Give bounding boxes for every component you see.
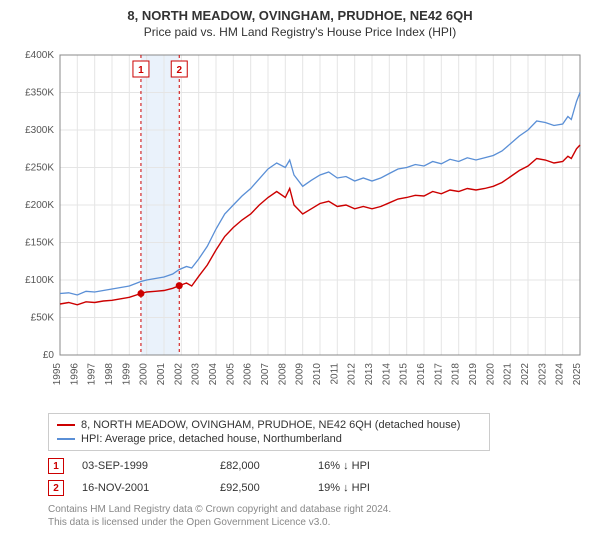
svg-text:2017: 2017 [433, 363, 444, 386]
legend: 8, NORTH MEADOW, OVINGHAM, PRUDHOE, NE42… [48, 413, 490, 451]
legend-item: HPI: Average price, detached house, Nort… [57, 432, 481, 446]
svg-text:2010: 2010 [312, 363, 323, 386]
sale-diff: 19% ↓ HPI [318, 482, 418, 494]
svg-text:2025: 2025 [572, 363, 583, 386]
chart-container: 8, NORTH MEADOW, OVINGHAM, PRUDHOE, NE42… [0, 0, 600, 535]
svg-text:2023: 2023 [537, 363, 548, 386]
svg-text:2019: 2019 [468, 363, 479, 386]
svg-text:£150K: £150K [25, 238, 54, 249]
svg-text:2002: 2002 [173, 363, 184, 386]
legend-swatch [57, 424, 75, 426]
svg-text:2022: 2022 [520, 363, 531, 386]
legend-swatch [57, 438, 75, 440]
sale-price: £92,500 [220, 482, 300, 494]
svg-text:2003: 2003 [191, 363, 202, 386]
svg-text:£300K: £300K [25, 125, 54, 136]
svg-text:2011: 2011 [329, 363, 340, 385]
svg-text:2001: 2001 [156, 363, 167, 386]
svg-text:2016: 2016 [416, 363, 427, 386]
svg-text:1996: 1996 [69, 363, 80, 386]
line-chart-svg: £0 £50K £100K £150K £200K £250K £300K £350K £400… [10, 45, 590, 405]
legend-label: HPI: Average price, detached house, Nort… [81, 433, 342, 445]
svg-text:1995: 1995 [52, 363, 63, 386]
chart-subtitle: Price paid vs. HM Land Registry's House … [10, 25, 590, 39]
sale-row: 2 16-NOV-2001 £92,500 19% ↓ HPI [48, 477, 590, 499]
svg-text:2007: 2007 [260, 363, 271, 386]
svg-text:2018: 2018 [451, 363, 462, 386]
svg-text:2024: 2024 [555, 363, 566, 386]
chart-area: £0 £50K £100K £150K £200K £250K £300K £350K £400… [10, 45, 590, 405]
svg-text:2020: 2020 [485, 363, 496, 386]
svg-text:1997: 1997 [87, 363, 98, 386]
footer: Contains HM Land Registry data © Crown c… [48, 503, 590, 529]
footer-line-2: This data is licensed under the Open Gov… [48, 516, 590, 529]
svg-text:£50K: £50K [31, 313, 55, 324]
svg-text:2015: 2015 [399, 363, 410, 386]
sale-marker: 2 [48, 480, 64, 496]
chart-title: 8, NORTH MEADOW, OVINGHAM, PRUDHOE, NE42… [10, 8, 590, 23]
svg-text:2: 2 [176, 65, 182, 76]
svg-text:£200K: £200K [25, 200, 54, 211]
svg-text:£400K: £400K [25, 50, 54, 61]
svg-text:£100K: £100K [25, 275, 54, 286]
sale-date: 03-SEP-1999 [82, 460, 202, 472]
sales-table: 1 03-SEP-1999 £82,000 16% ↓ HPI 2 16-NOV-2001… [48, 455, 590, 499]
svg-text:2021: 2021 [503, 363, 514, 386]
svg-text:2014: 2014 [381, 363, 392, 386]
svg-text:£0: £0 [43, 350, 55, 361]
svg-text:2004: 2004 [208, 363, 219, 386]
sale-diff: 16% ↓ HPI [318, 460, 418, 472]
svg-text:1998: 1998 [104, 363, 115, 386]
svg-text:2013: 2013 [364, 363, 375, 386]
svg-text:£350K: £350K [25, 88, 54, 99]
sale-price: £82,000 [220, 460, 300, 472]
svg-text:1: 1 [138, 65, 144, 76]
svg-text:2009: 2009 [295, 363, 306, 386]
legend-label: 8, NORTH MEADOW, OVINGHAM, PRUDHOE, NE42… [81, 419, 460, 431]
svg-text:1999: 1999 [121, 363, 132, 386]
footer-line-1: Contains HM Land Registry data © Crown c… [48, 503, 590, 516]
sale-date: 16-NOV-2001 [82, 482, 202, 494]
sale-marker: 1 [48, 458, 64, 474]
svg-text:2008: 2008 [277, 363, 288, 386]
svg-text:2005: 2005 [225, 363, 236, 386]
svg-text:2000: 2000 [139, 363, 150, 386]
sale-row: 1 03-SEP-1999 £82,000 16% ↓ HPI [48, 455, 590, 477]
svg-text:£250K: £250K [25, 163, 54, 174]
svg-text:2006: 2006 [243, 363, 254, 386]
svg-text:2012: 2012 [347, 363, 358, 386]
legend-item: 8, NORTH MEADOW, OVINGHAM, PRUDHOE, NE42… [57, 418, 481, 432]
